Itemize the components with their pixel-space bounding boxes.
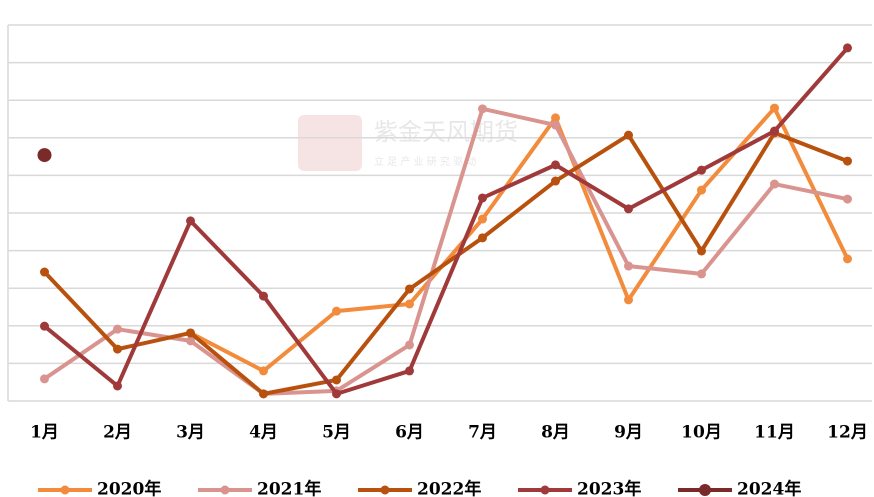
point [186,336,195,346]
legend-dot [699,484,711,496]
legend-dot [60,485,70,495]
point [843,43,852,53]
point [478,104,487,114]
x-tick-label: 6月 [395,423,424,443]
point [37,148,52,163]
point [843,254,852,264]
point [405,340,414,350]
point [624,130,633,140]
x-tick-label: 5月 [322,423,351,443]
point [478,214,487,224]
watermark-logo [298,115,362,171]
point [40,321,49,331]
x-tick-label: 7月 [468,423,497,443]
point [332,375,341,385]
series-line [43,46,850,396]
legend-label: 2021年 [257,479,321,497]
point [624,261,633,271]
point [697,185,706,195]
point [113,344,122,354]
point [697,246,706,256]
point [551,176,560,186]
x-tick-label: 8月 [541,423,570,443]
watermark-sub: 立 足 产 业 研 究 驱 动 [374,155,476,168]
point [770,103,779,113]
point [259,366,268,376]
legend-dot [540,485,550,495]
point [332,389,341,399]
legend-dot [380,485,390,495]
point [551,113,560,123]
x-tick-label: 4月 [249,423,278,443]
point [843,194,852,204]
point [478,193,487,203]
legend-label: 2023年 [577,479,641,497]
point [40,374,49,384]
x-tick-label: 10月 [681,423,722,443]
series-line [43,130,849,396]
point [551,120,560,130]
point [843,156,852,166]
x-tick-label: 11月 [754,423,795,443]
legend-label: 2024年 [737,479,801,497]
point [405,366,414,376]
x-tick-label: 2月 [103,423,132,443]
point [40,267,49,277]
x-tick-label: 1月 [30,423,59,443]
series-line [43,106,848,396]
x-tick-label: 12月 [827,423,868,443]
point [259,291,268,301]
legend-label: 2020年 [97,479,161,497]
point [770,179,779,189]
point [624,295,633,305]
point [478,233,487,243]
point [697,269,706,279]
point [624,204,633,214]
x-tick-label: 9月 [614,423,643,443]
legend-label: 2022年 [417,479,481,497]
watermark-text: 紫金天风期货 [374,118,518,146]
point [186,328,195,338]
x-tick-label: 3月 [176,423,205,443]
point [259,389,268,399]
watermark: 紫金天风期货 立 足 产 业 研 究 驱 动 [298,115,518,171]
point [551,160,560,170]
point [405,284,414,294]
point [770,126,779,136]
point [332,306,341,316]
point [113,381,122,391]
point [405,299,414,309]
point [186,216,195,226]
legend-dot [220,485,230,495]
point [697,165,706,175]
point [113,324,122,334]
